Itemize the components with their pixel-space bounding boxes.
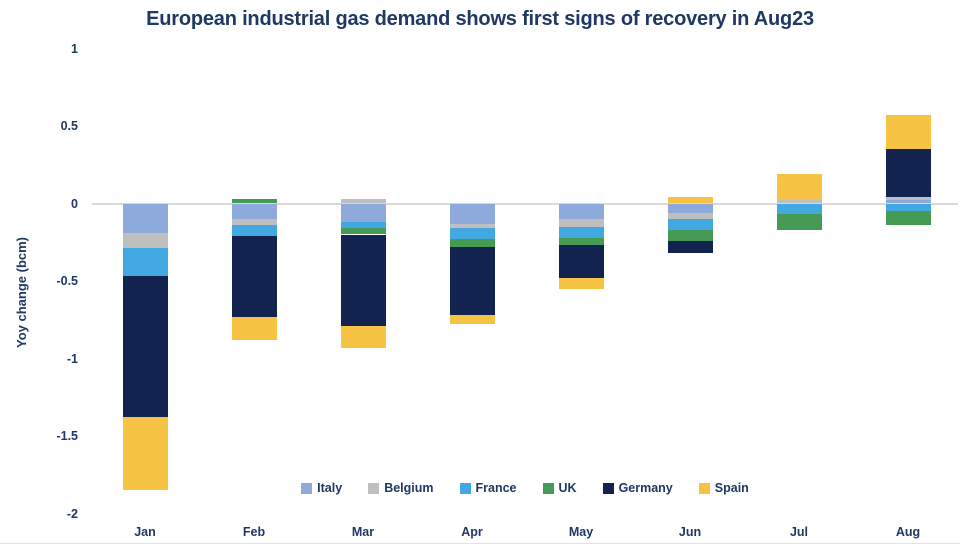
bar-segment-germany-feb bbox=[231, 236, 277, 317]
bar-segment-belgium-may bbox=[558, 219, 604, 227]
y-tick-label: 0.5 bbox=[60, 119, 78, 133]
bar-segment-spain-aug bbox=[885, 115, 931, 150]
bar-segment-italy-may bbox=[558, 203, 604, 219]
bar-segment-uk-jun bbox=[667, 229, 713, 241]
bar-segment-belgium-jun bbox=[667, 212, 713, 219]
bar-segment-germany-jan bbox=[122, 276, 168, 418]
bar-segment-germany-jun bbox=[667, 240, 713, 254]
bar-segment-spain-jul bbox=[776, 174, 822, 201]
legend-label: Belgium bbox=[384, 481, 434, 495]
bar-segment-belgium-aug bbox=[885, 197, 931, 201]
legend-swatch-icon-germany bbox=[602, 482, 614, 494]
bar-segment-uk-mar bbox=[340, 228, 386, 235]
legend-swatch-icon-uk bbox=[542, 482, 554, 494]
bar-segment-france-aug bbox=[885, 203, 931, 212]
bar-segment-italy-mar bbox=[340, 203, 386, 223]
bar-segment-spain-feb bbox=[231, 316, 277, 340]
bar-segment-italy-apr bbox=[449, 203, 495, 224]
x-tick-label-aug: Aug bbox=[895, 525, 921, 539]
bar-segment-france-jun bbox=[667, 219, 713, 230]
legend-label: Italy bbox=[317, 481, 343, 495]
legend-item-uk: UK bbox=[542, 481, 577, 495]
bar-segment-italy-jun bbox=[667, 203, 713, 213]
y-tick-label: -1.5 bbox=[56, 429, 78, 443]
bar-segment-spain-may bbox=[558, 277, 604, 289]
bar-segment-spain-apr bbox=[449, 315, 495, 325]
bar-segment-france-apr bbox=[449, 228, 495, 240]
bar-segment-uk-feb bbox=[231, 198, 277, 204]
y-tick-label: -1 bbox=[66, 351, 78, 366]
bar-segment-italy-feb bbox=[231, 203, 277, 219]
bar-segment-belgium-jan bbox=[122, 232, 168, 249]
legend-item-germany: Germany bbox=[602, 481, 673, 495]
bar-segment-spain-mar bbox=[340, 325, 386, 348]
bar-segment-spain-jun bbox=[667, 197, 713, 204]
x-tick-label-jan: Jan bbox=[134, 525, 156, 539]
bar-segment-belgium-feb bbox=[231, 219, 277, 226]
legend-swatch-icon-belgium bbox=[368, 482, 380, 494]
bar-segment-uk-apr bbox=[449, 239, 495, 247]
bar-segment-belgium-mar bbox=[340, 198, 386, 204]
legend-label: Spain bbox=[714, 481, 749, 495]
bar-segment-germany-may bbox=[558, 245, 604, 278]
x-tick-label-mar: Mar bbox=[351, 525, 375, 539]
bar-segment-uk-jul bbox=[776, 214, 822, 230]
bar-segment-italy-jan bbox=[122, 203, 168, 233]
x-tick-label-may: May bbox=[568, 525, 594, 539]
bar-segment-france-may bbox=[558, 226, 604, 238]
bar-segment-france-jan bbox=[122, 248, 168, 277]
legend-item-spain: Spain bbox=[698, 481, 749, 495]
bar-segment-germany-apr bbox=[449, 246, 495, 316]
legend-swatch-icon-italy bbox=[301, 482, 313, 494]
legend-item-france: France bbox=[459, 481, 517, 495]
legend-label: Germany bbox=[618, 481, 673, 495]
bar-segment-germany-aug bbox=[885, 149, 931, 198]
legend-swatch-icon-spain bbox=[698, 482, 710, 494]
zero-gridline bbox=[92, 202, 958, 205]
bar-segment-france-feb bbox=[231, 225, 277, 237]
bar-segment-spain-jan bbox=[122, 417, 168, 491]
y-tick-label: -2 bbox=[66, 506, 78, 521]
legend: Italy Belgium France UK Germany Spain bbox=[92, 480, 958, 496]
y-tick-label: -0.5 bbox=[56, 274, 78, 288]
legend-item-belgium: Belgium bbox=[368, 481, 434, 495]
bar-segment-france-jul bbox=[776, 203, 822, 215]
legend-item-italy: Italy bbox=[301, 481, 342, 495]
x-tick-label-jul: Jul bbox=[789, 525, 809, 539]
y-tick-label: 0 bbox=[71, 196, 78, 211]
bar-segment-uk-may bbox=[558, 237, 604, 246]
bar-segment-belgium-apr bbox=[449, 223, 495, 229]
legend-swatch-icon-france bbox=[459, 482, 471, 494]
x-tick-label-apr: Apr bbox=[461, 525, 483, 539]
bar-segment-france-mar bbox=[340, 222, 386, 229]
bar-segment-italy-aug bbox=[885, 200, 931, 204]
bottom-border-line bbox=[0, 543, 960, 544]
legend-label: UK bbox=[558, 481, 577, 495]
bar-segment-germany-mar bbox=[340, 234, 386, 326]
x-tick-label-feb: Feb bbox=[242, 525, 266, 539]
bar-segment-belgium-jul bbox=[776, 200, 822, 204]
legend-label: France bbox=[475, 481, 517, 495]
x-tick-label-jun: Jun bbox=[678, 525, 702, 539]
y-axis-title: Yoy change (bcm) bbox=[14, 236, 29, 348]
chart-title: European industrial gas demand shows fir… bbox=[146, 8, 814, 30]
bar-segment-uk-aug bbox=[885, 211, 931, 226]
y-tick-label: 1 bbox=[71, 41, 78, 56]
